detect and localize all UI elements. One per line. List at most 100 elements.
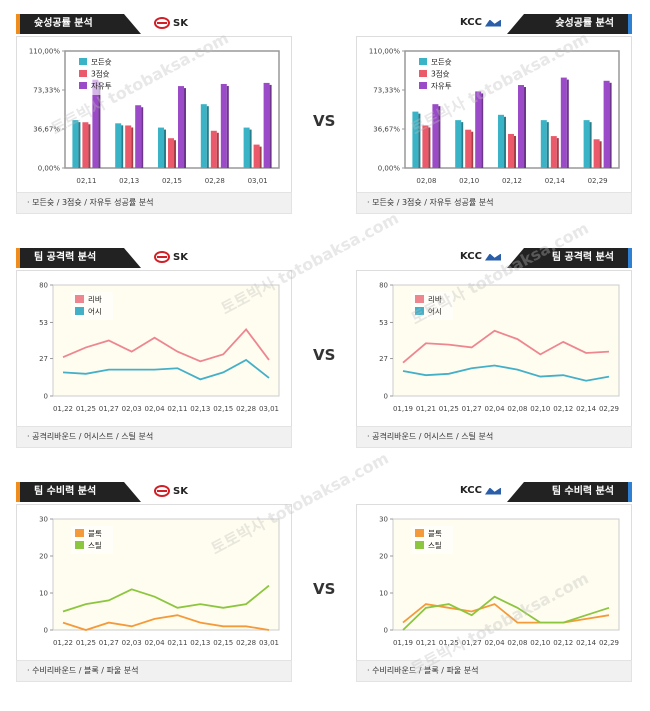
bar-자유투 <box>432 104 439 168</box>
bar-모든슛 <box>72 120 79 168</box>
y-tick-label: 0,00% <box>38 165 61 173</box>
bar-shade <box>504 116 506 168</box>
bar-shade <box>259 146 262 168</box>
bar-3점슛 <box>422 125 429 168</box>
legend-label: 리바 <box>88 294 102 304</box>
x-tick-label: 01,25 <box>76 639 96 647</box>
y-tick-label: 53 <box>379 319 388 327</box>
legend-label: 스틸 <box>88 541 102 550</box>
team-label: SK <box>154 17 188 29</box>
y-tick-label: 110,00% <box>369 48 400 56</box>
panel-header: 슛성공률 분석 SK <box>16 14 292 36</box>
bar-자유투 <box>518 85 524 168</box>
y-tick-label: 10 <box>39 590 48 598</box>
legend-label: 블록 <box>88 529 102 538</box>
x-tick-label: 02,28 <box>205 177 225 185</box>
bar-shade <box>216 132 219 168</box>
x-tick-label: 02,11 <box>76 177 96 185</box>
legend-swatch <box>79 82 87 89</box>
bar-모든슛 <box>115 123 122 168</box>
x-tick-label: 02,28 <box>236 639 256 647</box>
bar-3점슛 <box>593 139 600 168</box>
chart-box: 0 27 53 80 01,19 01,21 01,25 01,27 02,04 02,08 02,… <box>356 270 632 446</box>
chart-footer: · 모든슛 / 3점슛 / 자유투 성공률 분석 <box>356 192 632 214</box>
bar-shade <box>471 131 474 168</box>
bar-모든슛 <box>412 111 419 168</box>
vs-label: VS <box>313 346 336 364</box>
y-tick-label: 0 <box>44 393 48 401</box>
y-tick-label: 0 <box>44 627 48 635</box>
x-tick-label: 02,13 <box>190 639 210 647</box>
panel-title: 슛성공률 분석 <box>16 14 141 34</box>
y-tick-label: 10 <box>379 590 388 598</box>
line-블록 <box>62 614 270 631</box>
bar-shade <box>514 135 516 168</box>
x-tick-label: 02,04 <box>145 639 166 647</box>
x-tick-label: 02,12 <box>502 177 522 185</box>
vs-label: VS <box>313 580 336 598</box>
defense-panel-kcc: 팀 수비력 분석 KCC 0 10 20 30 01,19 01,21 01,25 01,27… <box>356 482 632 688</box>
bar-모든슛 <box>583 120 590 168</box>
chart-box: 0 10 20 30 01,22 01,25 01,27 02,03 02,04 02,11 02,… <box>16 504 292 680</box>
x-tick-label: 02,12 <box>553 639 573 647</box>
bar-shade <box>121 125 124 168</box>
line-스틸 <box>62 584 270 613</box>
bar-shade <box>599 141 602 168</box>
line-리바 <box>402 329 610 364</box>
legend-label: 자유투 <box>431 82 452 91</box>
shooting-panel-sk: 슛성공률 분석 SK 0,00% 36,67% 73,33% 110,00% 02,11… <box>16 14 292 220</box>
y-tick-label: 27 <box>379 355 388 363</box>
bar-자유투 <box>178 86 184 168</box>
chart-footer: · 공격리바운드 / 어시스트 / 스틸 분석 <box>16 426 292 448</box>
kcc-logo-icon <box>485 18 501 28</box>
x-tick-label: 02,15 <box>213 405 233 413</box>
bar-자유투 <box>263 82 270 168</box>
y-tick-label: 73,33% <box>373 87 400 95</box>
kcc-logo-icon <box>485 252 501 262</box>
line-스틸 <box>402 595 610 631</box>
defense-panel-sk: 팀 수비력 분석 SK 0 10 20 30 01,22 01,25 01,27 02,03 0… <box>16 482 292 688</box>
y-tick-label: 27 <box>39 355 48 363</box>
bar-shade <box>428 127 431 168</box>
x-tick-label: 01,21 <box>416 639 436 647</box>
y-tick-label: 73,33% <box>33 87 60 95</box>
offense-panel-sk: 팀 공격력 분석 SK 0 27 53 80 01,22 01,25 01,27 02,03 0… <box>16 248 292 454</box>
chart-box: 0 10 20 30 01,19 01,21 01,25 01,27 02,04 02,08 02,… <box>356 504 632 680</box>
team-label: KCC <box>460 17 501 28</box>
x-tick-label: 01,22 <box>53 405 73 413</box>
x-tick-label: 02,03 <box>122 405 142 413</box>
bar-모든슛 <box>243 127 250 168</box>
panel-header: 팀 수비력 분석 KCC <box>356 482 632 504</box>
bar-3점슛 <box>465 129 472 168</box>
panel-title: 팀 수비력 분석 <box>507 482 632 502</box>
bar-shade <box>546 122 549 168</box>
bar-shade <box>269 84 272 168</box>
bar-3점슛 <box>253 144 260 168</box>
x-tick-label: 02,14 <box>576 639 597 647</box>
y-tick-label: 20 <box>379 553 388 561</box>
x-tick-label: 02,10 <box>459 177 479 185</box>
legend-swatch <box>75 307 84 315</box>
y-tick-label: 0,00% <box>378 165 401 173</box>
x-tick-label: 01,19 <box>393 639 413 647</box>
bar-자유투 <box>560 77 567 168</box>
x-tick-label: 02,03 <box>122 639 142 647</box>
y-tick-label: 30 <box>379 516 388 524</box>
bar-모든슛 <box>498 114 504 168</box>
y-tick-label: 110,00% <box>29 48 60 56</box>
line-어시 <box>62 358 270 381</box>
chart-box: 0 27 53 80 01,22 01,25 01,27 02,03 02,04 02,11 02,… <box>16 270 292 446</box>
bar-shade <box>589 122 592 168</box>
x-tick-label: 02,08 <box>507 405 527 413</box>
legend-label: 블록 <box>428 529 442 538</box>
chart-footer: · 수비리바운드 / 블록 / 파울 분석 <box>16 660 292 682</box>
legend-swatch <box>415 541 424 549</box>
bar-shade <box>141 107 144 168</box>
bar-모든슛 <box>455 120 462 168</box>
bar-모든슛 <box>158 127 164 168</box>
bar-3점슛 <box>82 122 89 168</box>
legend-label: 3점슛 <box>91 69 110 79</box>
x-tick-label: 02,04 <box>485 405 506 413</box>
